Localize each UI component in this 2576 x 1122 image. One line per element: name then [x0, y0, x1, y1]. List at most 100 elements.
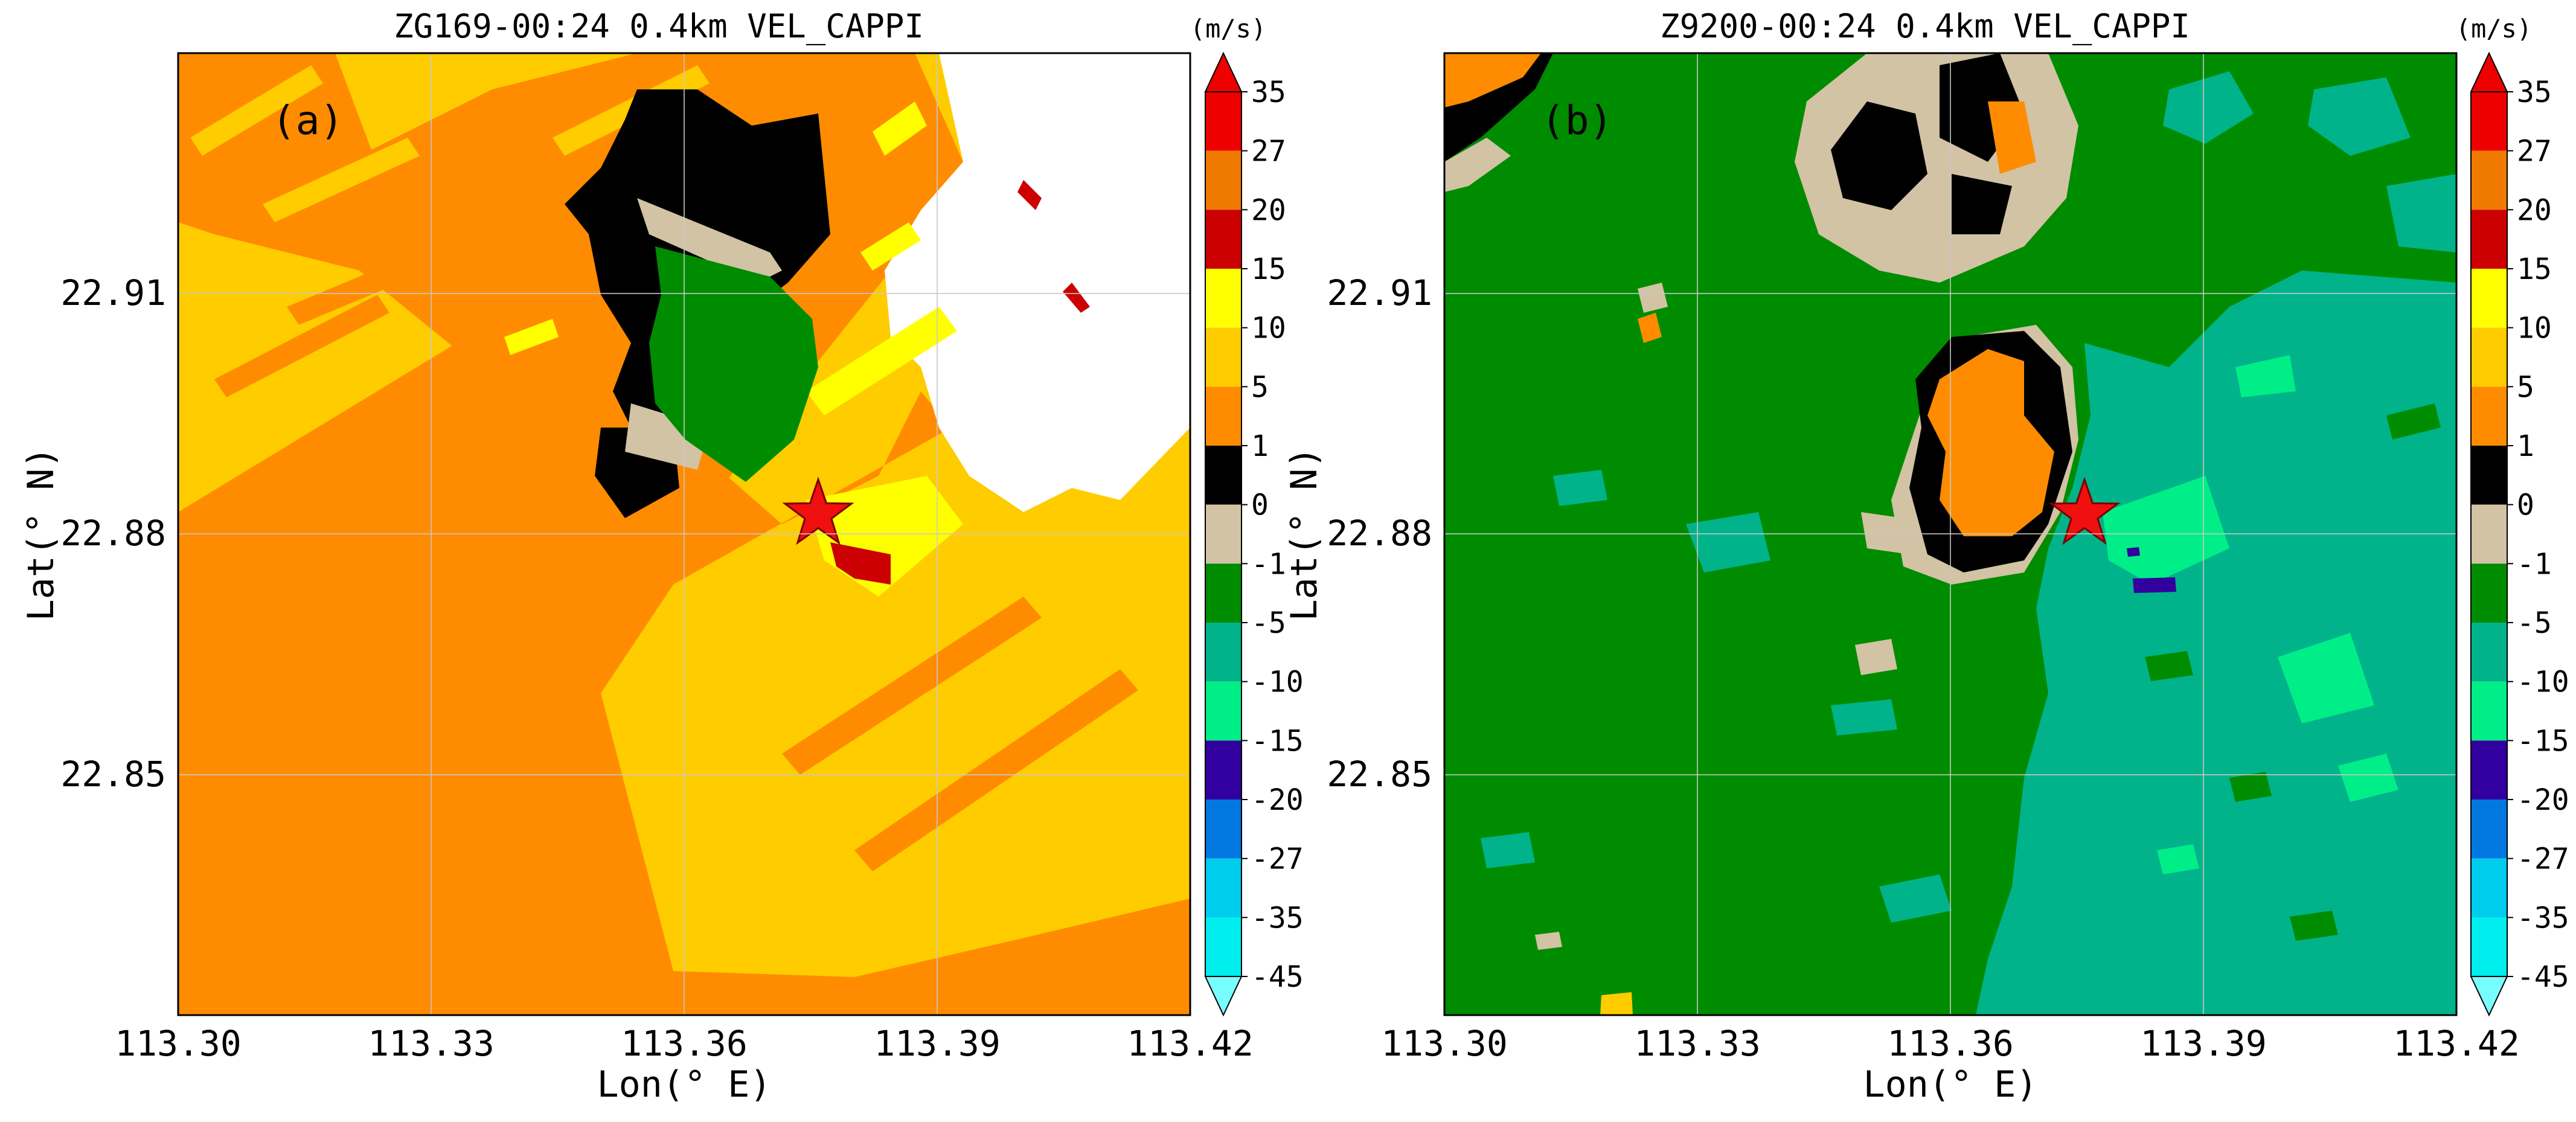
panel-a-streak [287, 246, 444, 325]
panel-a-colorbar-segment [1205, 917, 1242, 976]
panel-b-colorbar-top-arrow [2470, 51, 2508, 92]
panel-a-colorbar-tick-label: 15 [1251, 252, 1286, 286]
panel-a-bright-streak [860, 222, 921, 271]
panel-a-colorbar-segment [1205, 269, 1242, 328]
panel-b-colorbar-segment [2471, 623, 2507, 682]
panel-a-xtick: 113.36 [621, 1023, 748, 1064]
panel-b-colorbar-unit: (m/s) [2456, 14, 2532, 43]
panel-b-field-tan [1535, 932, 1562, 950]
panel-a-bright-streak [504, 319, 559, 355]
panel-a-field-red [1017, 180, 1042, 210]
panel-a-field-receding-core [649, 246, 818, 482]
panel-a-ytick: 22.85 [60, 754, 166, 795]
panel-a-title: ZG169-00:24 0.4km VEL_CAPPI [394, 7, 924, 45]
panel-b-field-eastern [2163, 71, 2254, 144]
panel-b-xtick: 113.39 [2140, 1023, 2267, 1064]
panel-b-ylabel: Lat(° N) [1283, 447, 1325, 621]
panel-b-frame [1443, 52, 2458, 1016]
panel-a-ylabel: Lat(° N) [20, 447, 62, 621]
panel-a-colorbar-tick-label: -20 [1251, 783, 1304, 817]
panel-a-field-no-data [885, 53, 1190, 512]
panel-a: ZG169-00:24 0.4km VEL_CAPPI [20, 7, 1304, 1106]
panel-b-colorbar-segment [2471, 327, 2507, 387]
panel-b-colorbar-tick-label: -1 [2517, 547, 2552, 581]
panel-a-ytick: 22.88 [60, 513, 166, 554]
panel-a-colorbar-segment [1205, 623, 1242, 682]
panel-b-colorbar-tick-label: 15 [2517, 252, 2552, 286]
panel-b-colorbar-tick-label: -20 [2517, 783, 2569, 817]
panel-b-field-dark-speck [2386, 403, 2441, 440]
panel-a-label: (a) [272, 97, 344, 144]
panel-b-field-purple [2127, 547, 2140, 557]
panel-b-field-bright-green [2278, 633, 2374, 723]
panel-b-colorbar-tick-label: -27 [2517, 842, 2569, 876]
panel-a-colorbar-tick-label: 35 [1251, 75, 1286, 109]
panel-b-colorbar-segment [2471, 917, 2507, 976]
panel-a-ytick: 22.91 [60, 272, 166, 313]
panel-a-colorbar-bottom-arrow [1204, 976, 1243, 1017]
panel-b-field-tan [1444, 138, 1511, 192]
panel-a-colorbar-tick-label: 1 [1251, 429, 1269, 463]
panel-a-colorbar-tick-label: 0 [1251, 489, 1269, 522]
panel-a-xtick: 113.39 [874, 1023, 1001, 1064]
panel-b-field-bright-green [2338, 754, 2398, 802]
panel-b-colorbar-segment [2471, 681, 2507, 741]
panel-b-xtick: 113.42 [2393, 1023, 2520, 1064]
panel-b-xtick: 113.33 [1634, 1023, 1761, 1064]
panel-a-colorbar-tick-label: -5 [1251, 606, 1286, 640]
panel-a-colorbar-segment [1205, 563, 1242, 623]
panel-a-colorbar-tick-label: 10 [1251, 312, 1286, 345]
panel-a-streak [854, 669, 1138, 871]
panel-b-field-eastern [1481, 832, 1535, 868]
panel-a-field-red [1063, 283, 1090, 313]
panel-a-field-tan [637, 198, 782, 283]
panel-b-colorbar-tick-label: 10 [2517, 312, 2552, 345]
panel-b-ytick: 22.88 [1327, 513, 1432, 554]
panel-a-colorbar-tick-label: 27 [1251, 135, 1286, 168]
panel-b-field-black [1831, 101, 1927, 210]
panel-b-field-bright-green [2157, 844, 2199, 874]
panel-a-streak [196, 778, 444, 971]
panel-b-colorbar-segment [2471, 386, 2507, 446]
panel-b-colorbar-tick-label: 35 [2517, 75, 2552, 109]
panel-b-star-marker [2048, 476, 2121, 545]
panel-b-field-eastern [2386, 174, 2456, 252]
panel-a-colorbar-segment [1205, 504, 1242, 564]
panel-b-colorbar-tick-label: -5 [2517, 606, 2552, 640]
panel-b-colorbar-segment [2471, 210, 2507, 269]
panel-b-colorbar-segment [2471, 740, 2507, 800]
panel-b-field-purple [2133, 577, 2176, 593]
panel-b-field-ochre [1600, 992, 1633, 1015]
panel-a-grid [178, 53, 1190, 1015]
panel-b-colorbar-segment [2471, 858, 2507, 918]
panel-a-colorbar-tick-label: -10 [1251, 665, 1304, 699]
panel-b-colorbar-tick-label: -45 [2517, 960, 2569, 994]
panel-b-colorbar-segment [2471, 504, 2507, 564]
panel-b-field-eastern [1831, 699, 1897, 736]
panel-b-ytick: 22.91 [1327, 272, 1432, 313]
panel-b-colorbar-segment [2471, 800, 2507, 859]
panel-a-colorbar-segment [1205, 327, 1242, 387]
panel-b-field-eastern [1553, 470, 1607, 506]
panel-a-streak [178, 415, 432, 615]
panel-a-field-red [830, 542, 891, 585]
panel-b-field-approaching [1927, 349, 2054, 536]
panel-a-star-marker [782, 476, 854, 545]
panel-a-colorbar-segment [1205, 150, 1242, 210]
panel-a-bright-streak [806, 307, 957, 415]
panel-b-colorbar-tick-label: 20 [2517, 193, 2552, 227]
panel-a-colorbar-tick-label: -35 [1251, 901, 1304, 935]
panel-b-colorbar-segment [2471, 563, 2507, 623]
panel-b-colorbar-segment [2471, 92, 2507, 151]
panel-b-field-approaching [1988, 101, 2036, 174]
panel-a-frame [177, 52, 1191, 1016]
panel-a-colorbar-tick-label: -1 [1251, 547, 1286, 581]
panel-b-field-tan [1638, 283, 1668, 313]
panel-a-streak [782, 597, 1042, 775]
panel-b-field-eastern [1879, 874, 1952, 923]
panel-a-bright-streak [873, 101, 927, 156]
